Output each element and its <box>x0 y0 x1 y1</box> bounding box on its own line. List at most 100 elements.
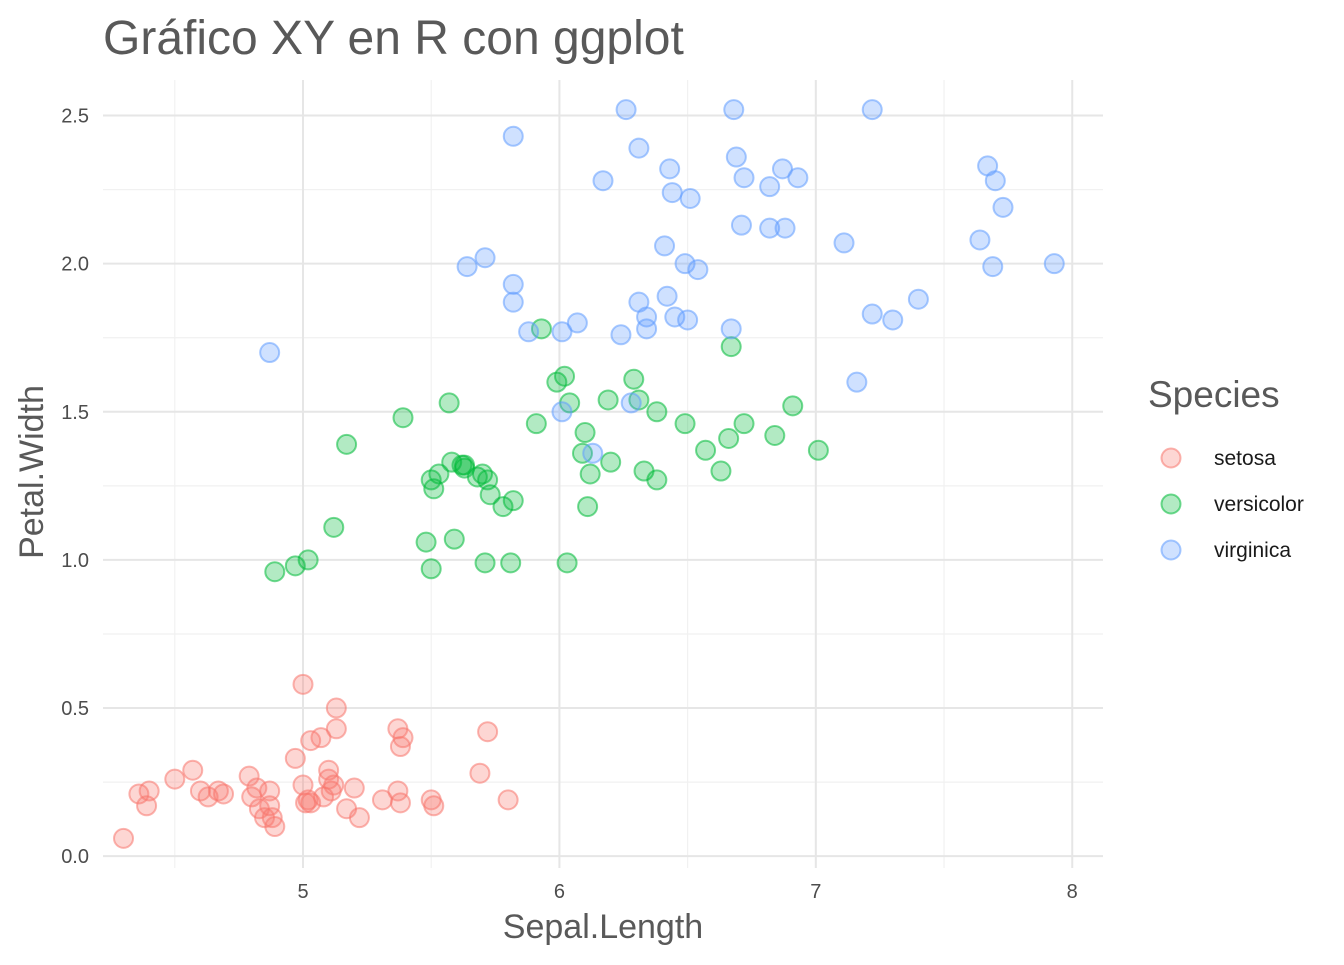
data-point-versicolor <box>710 460 732 482</box>
data-point-virginica <box>984 170 1006 192</box>
data-point-setosa <box>392 727 414 749</box>
data-point-versicolor <box>525 413 547 435</box>
data-point-versicolor <box>674 413 696 435</box>
data-point-versicolor <box>597 389 619 411</box>
chart-title: Gráfico XY en R con ggplot <box>103 12 684 65</box>
legend-key-setosa <box>1160 447 1182 469</box>
data-point-virginica <box>474 247 496 269</box>
data-point-versicolor <box>428 463 450 485</box>
data-point-versicolor <box>474 552 496 574</box>
x-tick-label: 6 <box>554 881 565 903</box>
data-point-setosa <box>136 795 158 817</box>
data-point-versicolor <box>718 427 740 449</box>
data-point-virginica <box>861 99 883 121</box>
data-point-virginica <box>551 321 573 343</box>
data-point-virginica <box>771 158 793 180</box>
data-point-virginica <box>674 253 696 275</box>
data-point-virginica <box>551 401 573 423</box>
data-point-versicolor <box>623 368 645 390</box>
y-axis-label: Petal.Width <box>13 385 51 559</box>
data-point-virginica <box>759 217 781 239</box>
data-point-virginica <box>502 125 524 147</box>
data-point-virginica <box>456 256 478 278</box>
data-point-virginica <box>1043 253 1065 275</box>
data-point-versicolor <box>420 558 442 580</box>
data-point-versicolor <box>479 484 501 506</box>
data-point-virginica <box>664 306 686 328</box>
data-point-virginica <box>636 318 658 340</box>
data-point-setosa <box>389 792 411 814</box>
data-point-virginica <box>774 217 796 239</box>
data-point-setosa <box>264 816 286 838</box>
data-point-virginica <box>882 309 904 331</box>
grid-layer <box>103 80 1103 868</box>
y-tick-label: 0.5 <box>61 698 89 720</box>
data-point-versicolor <box>764 424 786 446</box>
data-point-setosa <box>423 795 445 817</box>
data-point-setosa <box>343 777 365 799</box>
data-point-virginica <box>992 196 1014 218</box>
data-point-virginica <box>833 232 855 254</box>
data-point-virginica <box>982 256 1004 278</box>
data-point-setosa <box>284 747 306 769</box>
points-layer <box>113 99 1065 849</box>
data-point-setosa <box>164 768 186 790</box>
legend-title: Species <box>1148 374 1280 415</box>
data-point-setosa <box>497 789 519 811</box>
data-point-virginica <box>861 303 883 325</box>
data-point-setosa <box>323 774 345 796</box>
data-point-virginica <box>620 392 642 414</box>
data-point-versicolor <box>530 318 552 340</box>
data-point-versicolor <box>646 469 668 491</box>
data-point-virginica <box>720 318 742 340</box>
data-point-versicolor <box>782 395 804 417</box>
data-point-versicolor <box>264 561 286 583</box>
data-point-setosa <box>113 827 135 849</box>
data-point-virginica <box>907 288 929 310</box>
data-point-setosa <box>182 759 204 781</box>
legend-key-virginica <box>1160 539 1182 561</box>
legend: Species setosa versicolor virginica <box>1148 374 1304 562</box>
data-point-setosa <box>348 807 370 829</box>
data-point-virginica <box>628 137 650 159</box>
x-axis-label: Sepal.Length <box>503 908 703 946</box>
data-point-virginica <box>592 170 614 192</box>
data-point-virginica <box>730 214 752 236</box>
data-point-virginica <box>610 324 632 346</box>
data-point-versicolor <box>492 496 514 518</box>
data-point-versicolor <box>554 365 576 387</box>
data-point-versicolor <box>500 552 522 574</box>
axis-layer: 5 6 7 8 0.0 0.5 1.0 1.5 2.0 2.5 <box>61 106 1078 903</box>
data-point-setosa <box>213 783 235 805</box>
data-point-versicolor <box>600 451 622 473</box>
legend-label-virginica: virginica <box>1214 539 1291 562</box>
data-point-versicolor <box>392 407 414 429</box>
data-point-virginica <box>733 167 755 189</box>
data-point-versicolor <box>646 401 668 423</box>
data-point-versicolor <box>502 490 524 512</box>
data-point-virginica <box>566 312 588 334</box>
data-point-versicolor <box>284 555 306 577</box>
data-point-versicolor <box>556 552 578 574</box>
y-tick-label: 1.0 <box>61 550 89 572</box>
data-point-versicolor <box>415 531 437 553</box>
y-tick-label: 2.5 <box>61 106 89 128</box>
data-point-virginica <box>687 259 709 281</box>
data-point-setosa <box>246 777 268 799</box>
data-point-setosa <box>197 786 219 808</box>
data-point-setosa <box>469 762 491 784</box>
data-point-setosa <box>477 721 499 743</box>
legend-label-versicolor: versicolor <box>1214 493 1304 516</box>
legend-items: setosa versicolor virginica <box>1160 447 1304 562</box>
data-point-versicolor <box>574 422 596 444</box>
y-tick-label: 0.0 <box>61 846 89 868</box>
data-point-versicolor <box>579 463 601 485</box>
data-point-setosa <box>310 727 332 749</box>
data-point-virginica <box>259 342 281 364</box>
data-point-versicolor <box>323 516 345 538</box>
data-point-versicolor <box>297 549 319 571</box>
data-point-virginica <box>656 285 678 307</box>
data-point-virginica <box>969 229 991 251</box>
